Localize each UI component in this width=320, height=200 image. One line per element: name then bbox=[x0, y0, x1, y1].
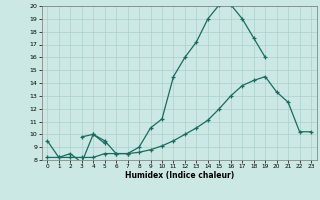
X-axis label: Humidex (Indice chaleur): Humidex (Indice chaleur) bbox=[124, 171, 234, 180]
